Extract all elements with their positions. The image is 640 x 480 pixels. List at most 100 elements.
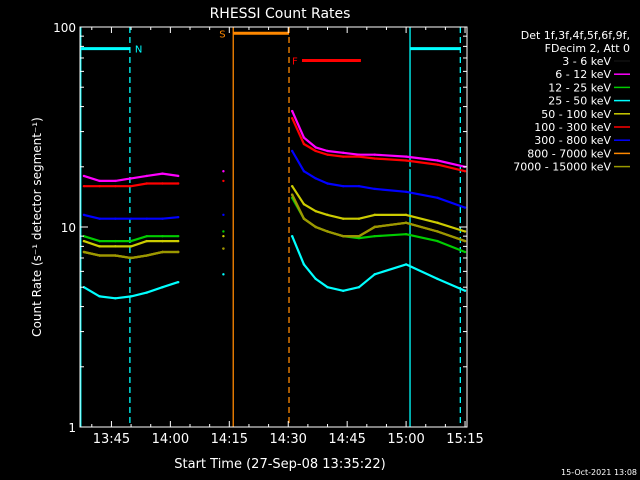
series-2-point-5: [161, 234, 164, 238]
series-3-point-13: [357, 286, 361, 289]
series-1-point-14: [373, 153, 376, 156]
series-2-point-4: [145, 234, 148, 238]
series-1: [82, 109, 467, 183]
legend-label-3: 25 - 50 keV: [548, 95, 611, 108]
x-tick-label-4: 14:45: [328, 432, 365, 447]
series-0-point-12: [342, 146, 345, 149]
series-2-point-1: [98, 239, 101, 243]
series-3-point-6: [177, 280, 180, 284]
series-8-point-2: [114, 254, 117, 257]
series-4-point-1: [98, 245, 101, 248]
series-8-point-6: [177, 250, 180, 254]
series-8-point-7: [222, 247, 225, 250]
series-6-point-2: [114, 217, 117, 220]
state-bar-label-2: S: [219, 29, 225, 40]
state-bar-label-3: F: [292, 56, 298, 67]
series-2-point-2: [114, 239, 117, 243]
series-8-point-12: [342, 234, 345, 238]
series-2-point-13: [357, 236, 361, 240]
axis-ticks: 13:45 14:00 14:15 14:30 14:45 15:00 15:15 1 10 10…: [53, 21, 484, 447]
series-2-point-14: [373, 234, 376, 238]
series-6-point-11: [326, 182, 329, 185]
series-3-point-8: [290, 234, 294, 238]
y-tick-label-1: 10: [61, 221, 76, 235]
series-4-point-14: [373, 213, 376, 217]
series-0-segment-2: [291, 71, 466, 188]
series-0-point-9: [302, 101, 306, 104]
series-1-point-1: [98, 179, 101, 183]
series-5-point-6: [177, 182, 180, 185]
series-5-point-2: [114, 184, 117, 188]
series-5-point-13: [357, 155, 361, 158]
series-6-point-7: [222, 213, 225, 217]
x-tick-label-2: 14:15: [211, 432, 248, 447]
series-6-point-1: [98, 217, 101, 220]
series-0-point-16: [436, 174, 439, 178]
series-1-point-2: [114, 179, 117, 183]
series-6-point-13: [357, 184, 361, 188]
x-tick-label-6: 15:15: [446, 432, 483, 447]
legend-label-8: 7000 - 15000 keV: [513, 161, 611, 174]
series-1-point-16: [436, 159, 439, 162]
legend-label-4: 50 - 100 keV: [541, 108, 611, 121]
series-0-point-7: [222, 206, 225, 209]
series-3-point-15: [404, 263, 408, 266]
series-8-point-0: [82, 250, 86, 254]
series-0-point-15: [404, 165, 408, 168]
series-3-point-4: [145, 291, 148, 294]
y-tick-label-2: 100: [53, 21, 76, 35]
series-3-point-12: [342, 289, 345, 292]
series-8-point-16: [436, 230, 439, 233]
series-8-point-3: [129, 256, 133, 260]
series-8: [82, 193, 467, 260]
series-6-point-9: [302, 170, 306, 173]
series-1-point-4: [145, 174, 148, 178]
series-4-point-6: [177, 239, 180, 243]
series-1-point-9: [302, 136, 306, 139]
series-4-point-11: [326, 213, 329, 217]
series-5-point-15: [404, 159, 408, 162]
chart-title: RHESSI Count Rates: [210, 6, 351, 22]
series-8-point-15: [404, 221, 408, 224]
series-1-point-6: [177, 174, 180, 178]
series-4-point-9: [302, 203, 306, 206]
series-2-point-16: [436, 239, 439, 243]
series-5-point-14: [373, 157, 376, 160]
series-5-point-17: [463, 170, 467, 173]
series-8-point-17: [463, 239, 467, 243]
series-3-point-2: [114, 297, 117, 300]
series-8-point-14: [373, 225, 376, 229]
series-4-point-15: [404, 213, 408, 217]
series-0-point-11: [326, 139, 329, 142]
series-4-point-2: [114, 245, 117, 248]
series-2-point-7: [222, 230, 225, 233]
series-2-point-6: [177, 234, 180, 238]
series-3-point-7: [222, 273, 225, 276]
series-5-point-7: [222, 179, 225, 183]
legend-header-0: Det 1f,3f,4f,5f,6f,9f,: [521, 29, 630, 42]
series-5-point-1: [98, 184, 101, 188]
series-6-point-4: [145, 217, 148, 220]
y-axis-label: Count Rate (s⁻¹ detector segment⁻¹): [30, 117, 44, 337]
series-4-point-3: [129, 245, 133, 248]
series-5-point-12: [342, 155, 345, 158]
series-4-point-5: [161, 239, 164, 243]
series-1-point-12: [342, 151, 345, 154]
x-tick-label-1: 14:00: [152, 432, 189, 447]
series-2-point-15: [404, 233, 408, 236]
x-tick-label-0: 13:45: [93, 432, 130, 447]
legend-label-0: 3 - 6 keV: [562, 55, 611, 68]
series-5-segment-2: [291, 117, 466, 173]
series-2-point-17: [463, 250, 467, 254]
series-6-point-3: [129, 217, 133, 220]
series-4-segment-2: [291, 185, 466, 233]
series-4-point-12: [342, 217, 345, 220]
series-3-point-3: [129, 295, 133, 298]
series-4-point-0: [82, 239, 86, 243]
state-bars: N S F: [80, 29, 461, 67]
series-8-point-4: [145, 254, 148, 257]
series-1-point-8: [290, 109, 294, 113]
series-1-point-0: [82, 174, 86, 178]
vertical-marker-lines: [80, 27, 461, 427]
